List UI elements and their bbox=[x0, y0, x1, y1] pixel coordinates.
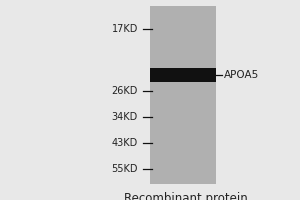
Bar bbox=[150, 6, 216, 184]
Text: Recombinant protein: Recombinant protein bbox=[124, 192, 248, 200]
Text: 17KD: 17KD bbox=[112, 24, 138, 34]
Text: 34KD: 34KD bbox=[112, 112, 138, 122]
Text: 55KD: 55KD bbox=[112, 164, 138, 174]
Text: 43KD: 43KD bbox=[112, 138, 138, 148]
Text: APOA5: APOA5 bbox=[224, 70, 259, 80]
Bar bbox=[150, 68, 216, 82]
Text: 26KD: 26KD bbox=[112, 86, 138, 96]
